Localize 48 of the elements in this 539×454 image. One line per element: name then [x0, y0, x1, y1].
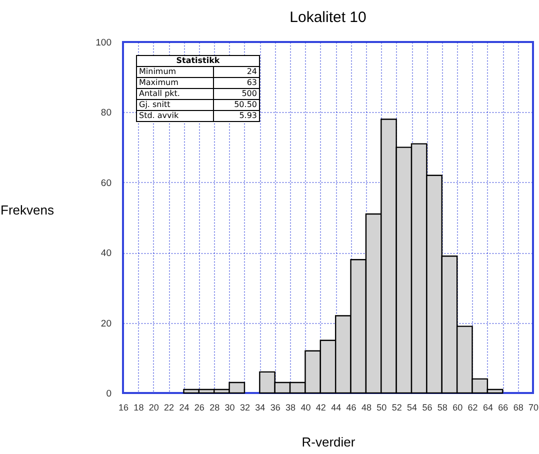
annotation: Statistikk — [136, 56, 260, 66]
x-tick-label: 38 — [286, 402, 296, 412]
annotation: 63 — [213, 78, 260, 88]
y-tick-label: 100 — [96, 38, 112, 48]
annotation: 5.93 — [213, 110, 260, 122]
annotation: 24 — [213, 66, 260, 78]
x-tick-label: 16 — [118, 402, 129, 412]
y-tick-label: 80 — [100, 108, 112, 119]
y-axis-title: Frekvens — [0, 202, 54, 218]
x-tick-label: 28 — [210, 402, 220, 412]
x-tick-label: 60 — [452, 402, 463, 412]
y-tick-label: 60 — [100, 178, 112, 189]
x-tick-label: 42 — [316, 402, 326, 412]
annotation: 500 — [213, 88, 260, 100]
x-tick-label: 44 — [331, 402, 342, 412]
annotation: Std. avvik — [136, 110, 214, 122]
x-tick-label: 70 — [528, 402, 539, 412]
x-tick-label: 54 — [407, 402, 418, 412]
x-tick-label: 20 — [148, 402, 159, 412]
x-tick-label: 22 — [164, 402, 174, 412]
x-tick-label: 56 — [422, 402, 432, 412]
annotation: Gj. snitt — [136, 100, 214, 110]
x-tick-label: 50 — [376, 402, 387, 412]
y-tick-label: 0 — [106, 388, 112, 400]
x-tick-label: 64 — [482, 402, 493, 412]
y-tick-label: 40 — [100, 248, 112, 260]
x-tick-label: 62 — [468, 402, 478, 412]
x-axis-title: R-verdier — [302, 434, 356, 450]
x-tick-label: 46 — [346, 402, 356, 412]
x-tick-label: 40 — [300, 402, 311, 412]
x-tick-label: 48 — [361, 402, 372, 412]
annotation: Minimum — [136, 66, 214, 78]
x-tick-label: 18 — [134, 402, 144, 412]
y-tick-label: 20 — [100, 318, 112, 330]
x-tick-label: 68 — [513, 402, 524, 412]
x-tick-label: 24 — [179, 402, 190, 412]
x-tick-label: 32 — [240, 402, 250, 412]
annotation: Maximum — [136, 78, 214, 88]
x-tick-label: 52 — [392, 402, 402, 412]
x-tick-label: 30 — [224, 402, 235, 412]
annotation: 50.50 — [213, 100, 260, 110]
chart-title: Lokalitet 10 — [290, 9, 366, 26]
annotation: Antall pkt. — [136, 88, 214, 100]
x-tick-label: 36 — [270, 402, 280, 412]
x-tick-label: 26 — [194, 402, 204, 412]
x-tick-label: 66 — [498, 402, 508, 412]
x-tick-label: 34 — [255, 402, 266, 412]
x-tick-label: 58 — [437, 402, 448, 412]
